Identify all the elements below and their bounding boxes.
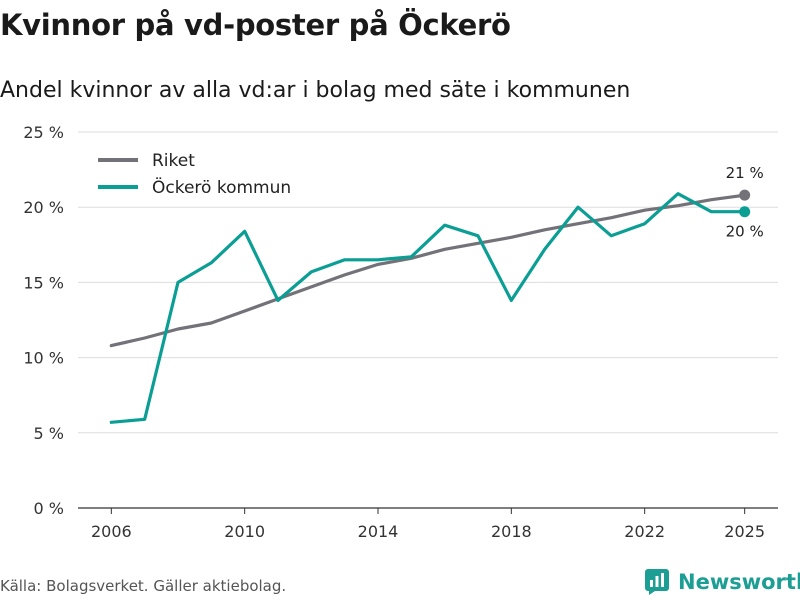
x-tick-label: 2025 xyxy=(724,522,765,541)
legend-label: Öckerö kommun xyxy=(152,176,291,198)
y-tick-label: 5 % xyxy=(34,424,64,443)
x-tick-label: 2018 xyxy=(491,522,532,541)
y-tick-label: 15 % xyxy=(23,273,64,292)
chart-title: Kvinnor på vd-poster på Öckerö xyxy=(0,8,511,42)
x-tick-label: 2014 xyxy=(358,522,399,541)
y-tick-label: 25 % xyxy=(23,123,64,142)
legend-label: Riket xyxy=(152,151,195,171)
brand-logo: Newsworthy xyxy=(645,569,800,595)
series-line-ockero xyxy=(109,192,747,424)
x-tick-label: 2022 xyxy=(624,522,665,541)
newsworthy-logo-icon xyxy=(645,569,669,595)
source-note: Källa: Bolagsverket. Gäller aktiebolag. xyxy=(0,577,287,595)
end-value-label: 21 % xyxy=(726,164,764,182)
end-point-marker xyxy=(739,189,751,201)
end-point-marker xyxy=(739,206,751,218)
brand-name: Newsworthy xyxy=(678,570,800,594)
chart-subtitle: Andel kvinnor av alla vd:ar i bolag med … xyxy=(0,78,631,103)
y-tick-label: 10 % xyxy=(23,349,64,368)
y-tick-label: 0 % xyxy=(34,499,64,518)
x-tick-label: 2010 xyxy=(224,522,265,541)
y-tick-label: 20 % xyxy=(23,198,64,217)
x-tick-label: 2006 xyxy=(91,522,132,541)
end-value-label: 20 % xyxy=(726,223,764,241)
series-line-riket xyxy=(109,193,747,348)
